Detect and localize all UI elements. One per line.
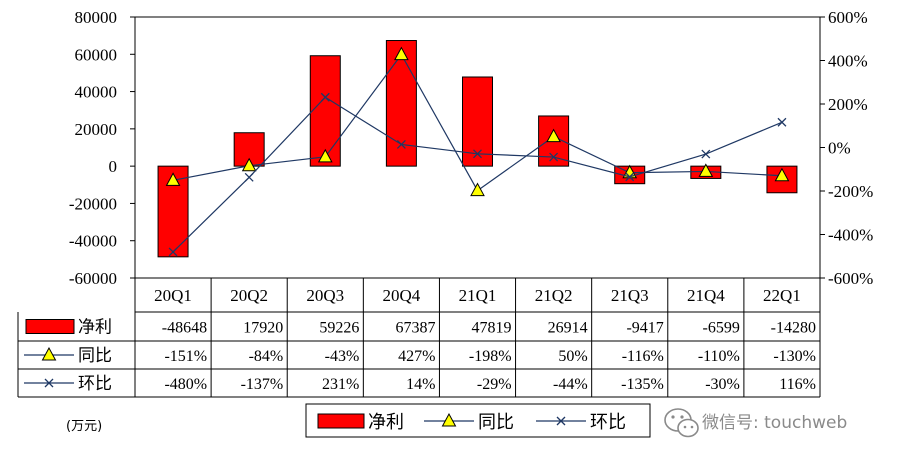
- left-tick-label: -20000: [69, 194, 117, 213]
- yoy-marker-20q3: [317, 148, 333, 163]
- yoy-cell: -84%: [249, 348, 284, 365]
- qoq-marker-21q3: [625, 172, 635, 182]
- qoq-marker-21q1: [473, 149, 482, 159]
- qoq-cell: -480%: [164, 376, 207, 393]
- legend-net-profit-label: 净利: [368, 412, 404, 433]
- qoq-row-name: 环比: [78, 374, 112, 394]
- watermark-text: 微信号: touchweb: [702, 413, 847, 433]
- left-tick-label: 0: [109, 157, 118, 176]
- net-profit-bars: [157, 40, 798, 258]
- yoy-cell: -43%: [325, 348, 360, 365]
- watermark: 微信号: touchweb: [664, 408, 847, 438]
- qoq-cell: 14%: [406, 376, 435, 393]
- net-profit-cell: 26914: [548, 320, 588, 337]
- category-label: 20Q3: [306, 286, 344, 305]
- right-tick-label: -200%: [828, 182, 873, 201]
- left-tick-label: -40000: [69, 232, 117, 251]
- legend-yoy-label: 同比: [478, 412, 514, 433]
- net-profit-row-name: 净利: [78, 318, 112, 338]
- yoy-cell: -116%: [622, 348, 664, 365]
- bar-20q3: [309, 55, 341, 167]
- right-tick-label: 200%: [828, 95, 868, 114]
- qoq-marker-21q4: [701, 149, 711, 159]
- yoy-marker-21q4: [698, 163, 714, 177]
- left-tick-label: -60000: [69, 269, 117, 288]
- net-profit-cell: -9417: [626, 320, 663, 337]
- left-tick-label: 40000: [75, 83, 118, 102]
- legend-net-profit-key: [317, 413, 365, 429]
- data-table: 20Q1 20Q2 20Q3 20Q4 21Q1 21Q2 21Q3 21Q4 22Q1 净利 -4…: [17, 278, 821, 398]
- net-profit-cell: 17920: [243, 320, 283, 337]
- right-tick-label: 600%: [828, 8, 868, 27]
- right-tick-label: 400%: [828, 52, 868, 71]
- net-profit-row-key: [25, 319, 75, 334]
- category-label: 21Q4: [687, 286, 725, 305]
- legend-yoy-marker: [441, 412, 457, 427]
- bar-21q1: [462, 76, 493, 167]
- unit-label: (万元): [66, 419, 102, 434]
- yoy-cell: 427%: [398, 348, 435, 365]
- yoy-marker-22q1: [774, 167, 790, 182]
- wechat-icon: [664, 408, 699, 438]
- qoq-marker-22q1: [777, 117, 787, 127]
- left-tick-label: 20000: [75, 120, 118, 139]
- qoq-cell: -29%: [477, 376, 512, 393]
- yoy-marker-20q2: [241, 157, 257, 172]
- qoq-cell: -44%: [553, 376, 588, 393]
- yoy-marker-21q1: [470, 182, 485, 197]
- qoq-cell: 116%: [779, 376, 816, 393]
- qoq-marker-20q4: [396, 139, 406, 149]
- right-tick-label: 0%: [828, 139, 851, 158]
- net-profit-cell: -6599: [703, 320, 740, 337]
- yoy-row-key-marker: [41, 346, 57, 361]
- category-label: 20Q1: [154, 286, 192, 305]
- yoy-marker-21q2: [546, 128, 561, 143]
- qoq-cell: -30%: [705, 376, 740, 393]
- qoq-cell: -135%: [621, 376, 664, 393]
- qoq-cell: 231%: [322, 376, 359, 393]
- left-tick-label: 60000: [75, 45, 118, 64]
- net-profit-cell: 59226: [319, 320, 359, 337]
- category-label: 20Q4: [382, 286, 420, 305]
- net-profit-cell: 67387: [395, 320, 435, 337]
- yoy-cell: -151%: [164, 348, 207, 365]
- yoy-cell: -130%: [773, 348, 816, 365]
- qoq-row-key-marker: [44, 378, 54, 388]
- right-tick-label: -600%: [828, 269, 873, 288]
- right-tick-label: -400%: [828, 226, 873, 245]
- qoq-marker-21q2: [549, 152, 559, 162]
- category-label: 20Q2: [230, 286, 268, 305]
- legend: 净利 同比 环比: [305, 403, 651, 438]
- yoy-cell: -198%: [469, 348, 512, 365]
- percentage-lines: [165, 46, 790, 257]
- left-tick-label: 80000: [75, 8, 118, 27]
- qoq-marker-20q1: [168, 247, 178, 257]
- yoy-cell: -110%: [698, 348, 740, 365]
- left-axis: 80000 60000 40000 20000 0 -20000 -40000 -60000: [69, 8, 135, 288]
- qoq-marker-20q3: [320, 92, 330, 102]
- net-profit-cell: 47819: [472, 320, 512, 337]
- yoy-row-name: 同比: [78, 346, 112, 366]
- yoy-marker-20q4: [394, 46, 409, 61]
- net-profit-cell: -48648: [162, 320, 207, 337]
- right-axis: 600% 400% 200% 0% -200% -400% -600%: [820, 8, 873, 288]
- yoy-marker-20q1: [165, 172, 181, 186]
- legend-qoq-label: 环比: [590, 412, 626, 433]
- net-profit-cell: -14280: [771, 320, 816, 337]
- legend-qoq-marker: [556, 416, 566, 426]
- qoq-cell: -137%: [241, 376, 284, 393]
- category-label: 22Q1: [763, 286, 801, 305]
- qoq-marker-20q2: [244, 172, 254, 182]
- category-label: 21Q2: [535, 286, 573, 305]
- category-label: 21Q1: [459, 286, 497, 305]
- yoy-cell: 50%: [558, 348, 587, 365]
- category-label: 21Q3: [611, 286, 649, 305]
